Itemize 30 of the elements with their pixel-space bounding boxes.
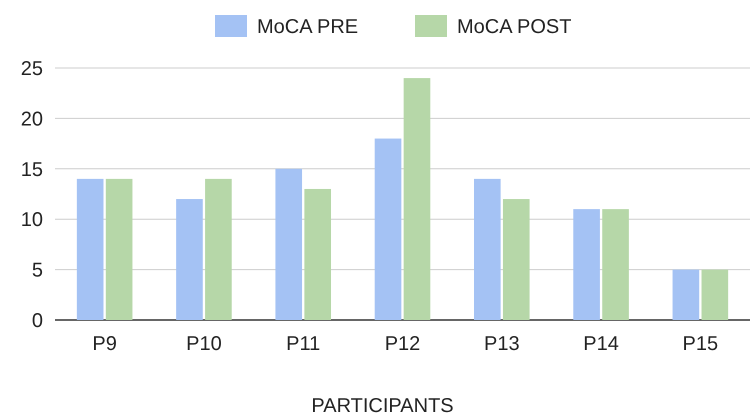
bar (76, 178, 104, 320)
legend-label: MoCA PRE (257, 16, 358, 38)
y-tick-label: 10 (20, 209, 43, 232)
bar (205, 178, 232, 320)
bar (374, 138, 402, 320)
bar (602, 209, 629, 320)
x-axis-title: PARTICIPANTS (311, 395, 454, 417)
x-tick-label: P14 (583, 333, 619, 355)
bar (275, 168, 302, 320)
x-tick-label: P9 (92, 333, 117, 355)
y-tick-label: 5 (32, 260, 43, 282)
y-tick-label: 15 (20, 158, 43, 181)
x-tick-label: P11 (286, 333, 320, 355)
y-tick-label: 20 (20, 108, 43, 130)
bar (106, 178, 132, 320)
bar (573, 209, 600, 320)
x-tick-label: P13 (484, 333, 520, 355)
x-tick-label: P10 (186, 333, 222, 355)
y-tick-label: 0 (32, 310, 43, 332)
legend-label: MoCA POST (457, 16, 572, 38)
bar (672, 270, 700, 320)
bar (502, 199, 530, 320)
bar (474, 178, 501, 320)
y-tick-label: 25 (20, 58, 43, 80)
x-tick-label: P15 (682, 333, 718, 355)
bar (176, 199, 203, 320)
bar (304, 188, 332, 320)
bar (404, 78, 430, 320)
bar (702, 270, 728, 320)
x-tick-label: P12 (384, 333, 420, 355)
